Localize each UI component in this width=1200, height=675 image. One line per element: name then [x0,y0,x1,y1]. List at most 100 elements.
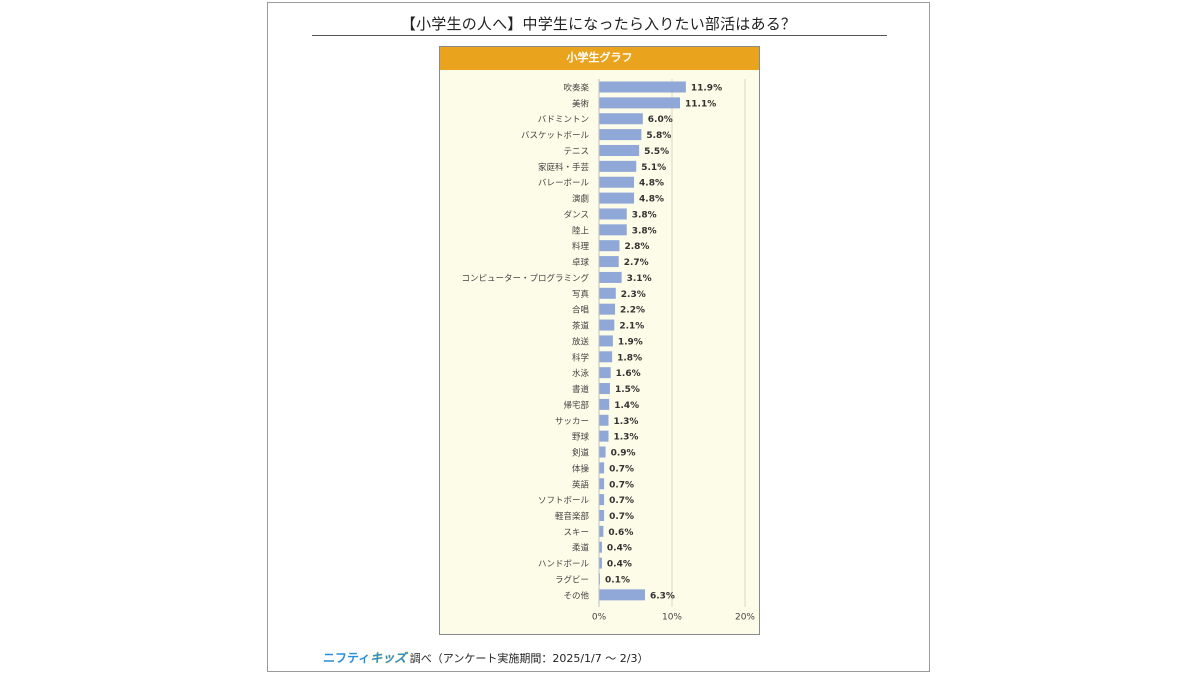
chart-panel: 0% 10% 20% 吹奏楽 11.9% 美術 11.1% バドミントン 6.0% バスケットボー… [439,46,760,635]
bar [599,430,609,442]
bar [599,398,610,410]
data-label: 4.8% [639,179,664,189]
chart-frame: 【小学生の人へ】中学生になったら入りたい部活はある？ 0% 10% 20% 吹奏楽 11… [267,2,930,672]
data-label: 0.7% [609,480,634,490]
data-label: 0.1% [605,575,630,585]
category-label: 科学 [572,352,590,363]
data-label: 2.3% [621,290,646,300]
category-label: 料理 [572,241,590,252]
bar [599,192,635,204]
bar [599,256,619,268]
category-label: ハンドボール [538,560,590,570]
bar [599,494,605,506]
data-label: 0.4% [607,544,632,554]
bar [599,589,645,601]
bar [599,557,602,569]
data-label: 6.0% [648,115,673,125]
category-label: テニス [563,147,589,157]
data-label: 0.7% [609,512,634,522]
data-label: 2.1% [619,322,644,332]
bar [599,414,609,426]
data-label: 1.6% [616,369,641,379]
data-label: 5.8% [646,131,671,141]
category-label: 書道 [572,384,590,395]
data-label: 5.1% [641,163,666,173]
data-label: 2.7% [624,258,649,268]
data-label: 2.8% [624,242,649,252]
category-label: 吹奏楽 [563,83,589,94]
data-label: 0.9% [611,449,636,459]
category-label: 野球 [572,432,590,443]
data-label: 11.1% [685,99,716,109]
bar [599,303,616,315]
x-tick-label: 20% [735,613,755,623]
bar [599,367,611,379]
category-label: 写真 [572,289,590,300]
category-label: その他 [563,590,589,601]
data-label: 11.9% [691,84,722,94]
bar [599,319,615,331]
category-label: 剣道 [572,448,590,459]
bar [599,144,640,156]
bar [599,509,605,521]
category-label: ラグビー [555,574,589,585]
x-tick-label: 10% [662,613,682,623]
data-label: 1.9% [618,337,643,347]
bar [599,97,681,109]
category-label: バスケットボール [521,131,590,141]
category-label: 美術 [572,98,590,109]
category-label: バドミントン [538,115,589,125]
bar [599,287,616,299]
bar [599,541,602,553]
bar [599,160,637,172]
category-label: バレーボール [538,179,590,189]
category-label: 帰宅部 [563,400,589,411]
bar [599,240,620,252]
source-note: ニフティキッズ 調べ（アンケート実施期間：2025/1/7 ～ 2/3） [323,649,648,666]
category-label: 軽音楽部 [555,511,590,522]
source-text: 調べ（アンケート実施期間：2025/1/7 ～ 2/3） [409,652,649,665]
bar [599,351,613,363]
data-label: 1.3% [613,417,638,427]
bar [599,383,610,395]
category-label: 家庭科・手芸 [538,162,590,173]
bar [599,525,604,537]
bar [599,462,605,474]
data-label: 1.4% [614,401,639,411]
category-label: 演劇 [572,194,589,205]
data-label: 0.6% [608,528,633,538]
category-label: 水泳 [572,368,590,379]
data-label: 4.8% [639,195,664,205]
bar [599,335,613,347]
page-title: 【小学生の人へ】中学生になったら入りたい部活はある？ [400,15,797,33]
bar [599,129,642,141]
bar [599,224,627,236]
category-label: 卓球 [572,257,590,268]
data-label: 0.7% [609,464,634,474]
category-label: スキー [563,528,589,538]
title-divider [312,35,887,36]
bar [599,176,635,188]
bar [599,113,643,125]
bar [599,271,622,283]
data-label: 6.3% [650,591,675,601]
brand-logo-part2: キッズ [370,651,407,665]
data-label: 3.1% [627,274,652,284]
data-label: 1.8% [617,353,642,363]
data-label: 2.2% [620,306,645,316]
chart-header: 小学生グラフ [440,47,759,70]
category-label: ダンス [564,209,589,220]
category-label: ソフトボール [538,496,590,506]
category-label: 放送 [572,336,590,347]
category-label: 柔道 [572,543,590,554]
category-label: 合唱 [572,305,589,316]
category-label: 英語 [572,479,590,490]
data-label: 0.4% [607,560,632,570]
bar [599,81,686,93]
data-label: 1.5% [615,385,640,395]
bar [599,208,627,220]
bar-chart: 0% 10% 20% 吹奏楽 11.9% 美術 11.1% バドミントン 6.0% バスケットボー… [461,79,755,623]
x-tick-label: 0% [592,613,607,623]
bar [599,478,605,490]
bar [599,446,606,458]
